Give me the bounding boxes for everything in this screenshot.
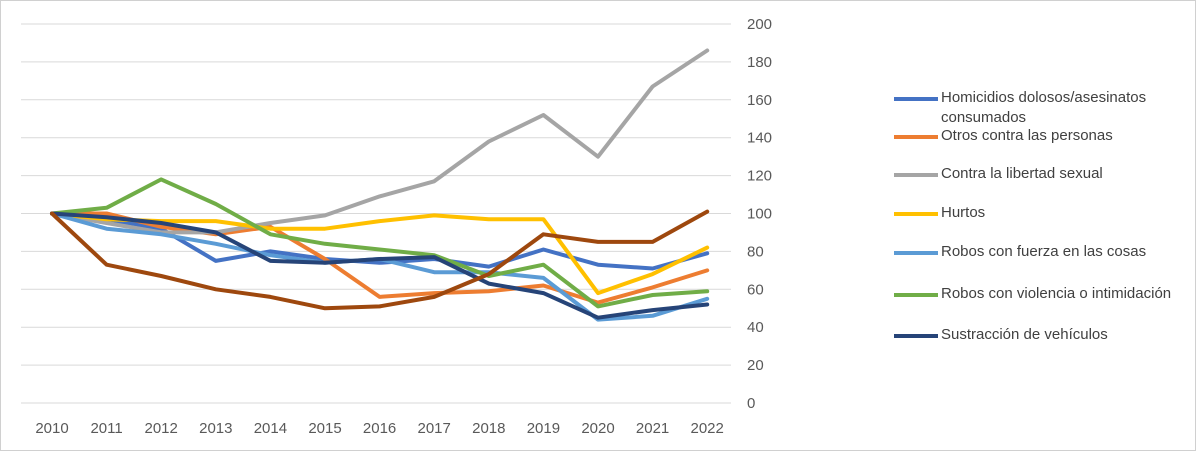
y-tick-label: 80 xyxy=(747,243,764,260)
y-tick-label: 20 xyxy=(747,357,764,374)
x-tick-label: 2018 xyxy=(472,420,505,437)
x-tick-label: 2013 xyxy=(199,420,232,437)
legend-label: Otros contra las personas xyxy=(941,127,1113,144)
x-tick-label: 2011 xyxy=(90,420,122,437)
y-tick-label: 160 xyxy=(747,92,772,109)
x-tick-label: 2014 xyxy=(254,420,287,437)
legend-label: Hurtos xyxy=(941,204,986,221)
x-tick-label: 2022 xyxy=(691,420,724,437)
legend-label: Contra la libertad sexual xyxy=(941,165,1103,182)
y-tick-label: 180 xyxy=(747,54,772,71)
y-tick-label: 120 xyxy=(747,168,772,185)
y-axis-ticks: 0 20 40 60 80 100 120 140 160 180 200 xyxy=(747,16,772,412)
y-tick-label: 100 xyxy=(747,206,772,223)
series-line-5 xyxy=(50,177,710,309)
series-lines xyxy=(50,48,710,322)
legend-swatch xyxy=(894,135,938,139)
legend-swatch xyxy=(894,212,938,216)
series-line-2 xyxy=(50,48,710,235)
series-line-1 xyxy=(50,211,710,305)
legend-label: Robos con fuerza en las cosas xyxy=(941,243,1147,260)
x-tick-label: 2017 xyxy=(418,420,451,437)
legend-swatch xyxy=(894,334,938,338)
legend-swatch xyxy=(894,97,938,101)
y-tick-label: 40 xyxy=(747,319,764,336)
legend-swatch xyxy=(894,173,938,177)
legend-swatch xyxy=(894,293,938,297)
y-tick-label: 0 xyxy=(747,395,755,412)
x-tick-label: 2015 xyxy=(308,420,341,437)
legend-label: Homicidios dolosos/asesinatos consumados xyxy=(941,89,1147,126)
series-line-6 xyxy=(50,211,710,320)
x-tick-label: 2010 xyxy=(35,420,68,437)
x-axis-ticks: 2010 2011 2012 2013 2014 2015 2016 2017 2018 2019… xyxy=(35,420,724,437)
series-line-7 xyxy=(50,209,710,311)
x-tick-label: 2012 xyxy=(145,420,178,437)
x-tick-label: 2021 xyxy=(636,420,669,437)
y-tick-label: 140 xyxy=(747,130,772,147)
legend-label: Sustracción de vehículos xyxy=(941,326,1108,343)
x-tick-label: 2020 xyxy=(581,420,614,437)
gridlines xyxy=(21,23,731,404)
legend-label: Robos con violencia o intimidación xyxy=(941,285,1172,302)
x-tick-label: 2016 xyxy=(363,420,396,437)
legend-swatch xyxy=(894,251,938,255)
x-tick-label: 2019 xyxy=(527,420,560,437)
y-tick-label: 60 xyxy=(747,281,764,298)
y-tick-label: 200 xyxy=(747,16,772,33)
